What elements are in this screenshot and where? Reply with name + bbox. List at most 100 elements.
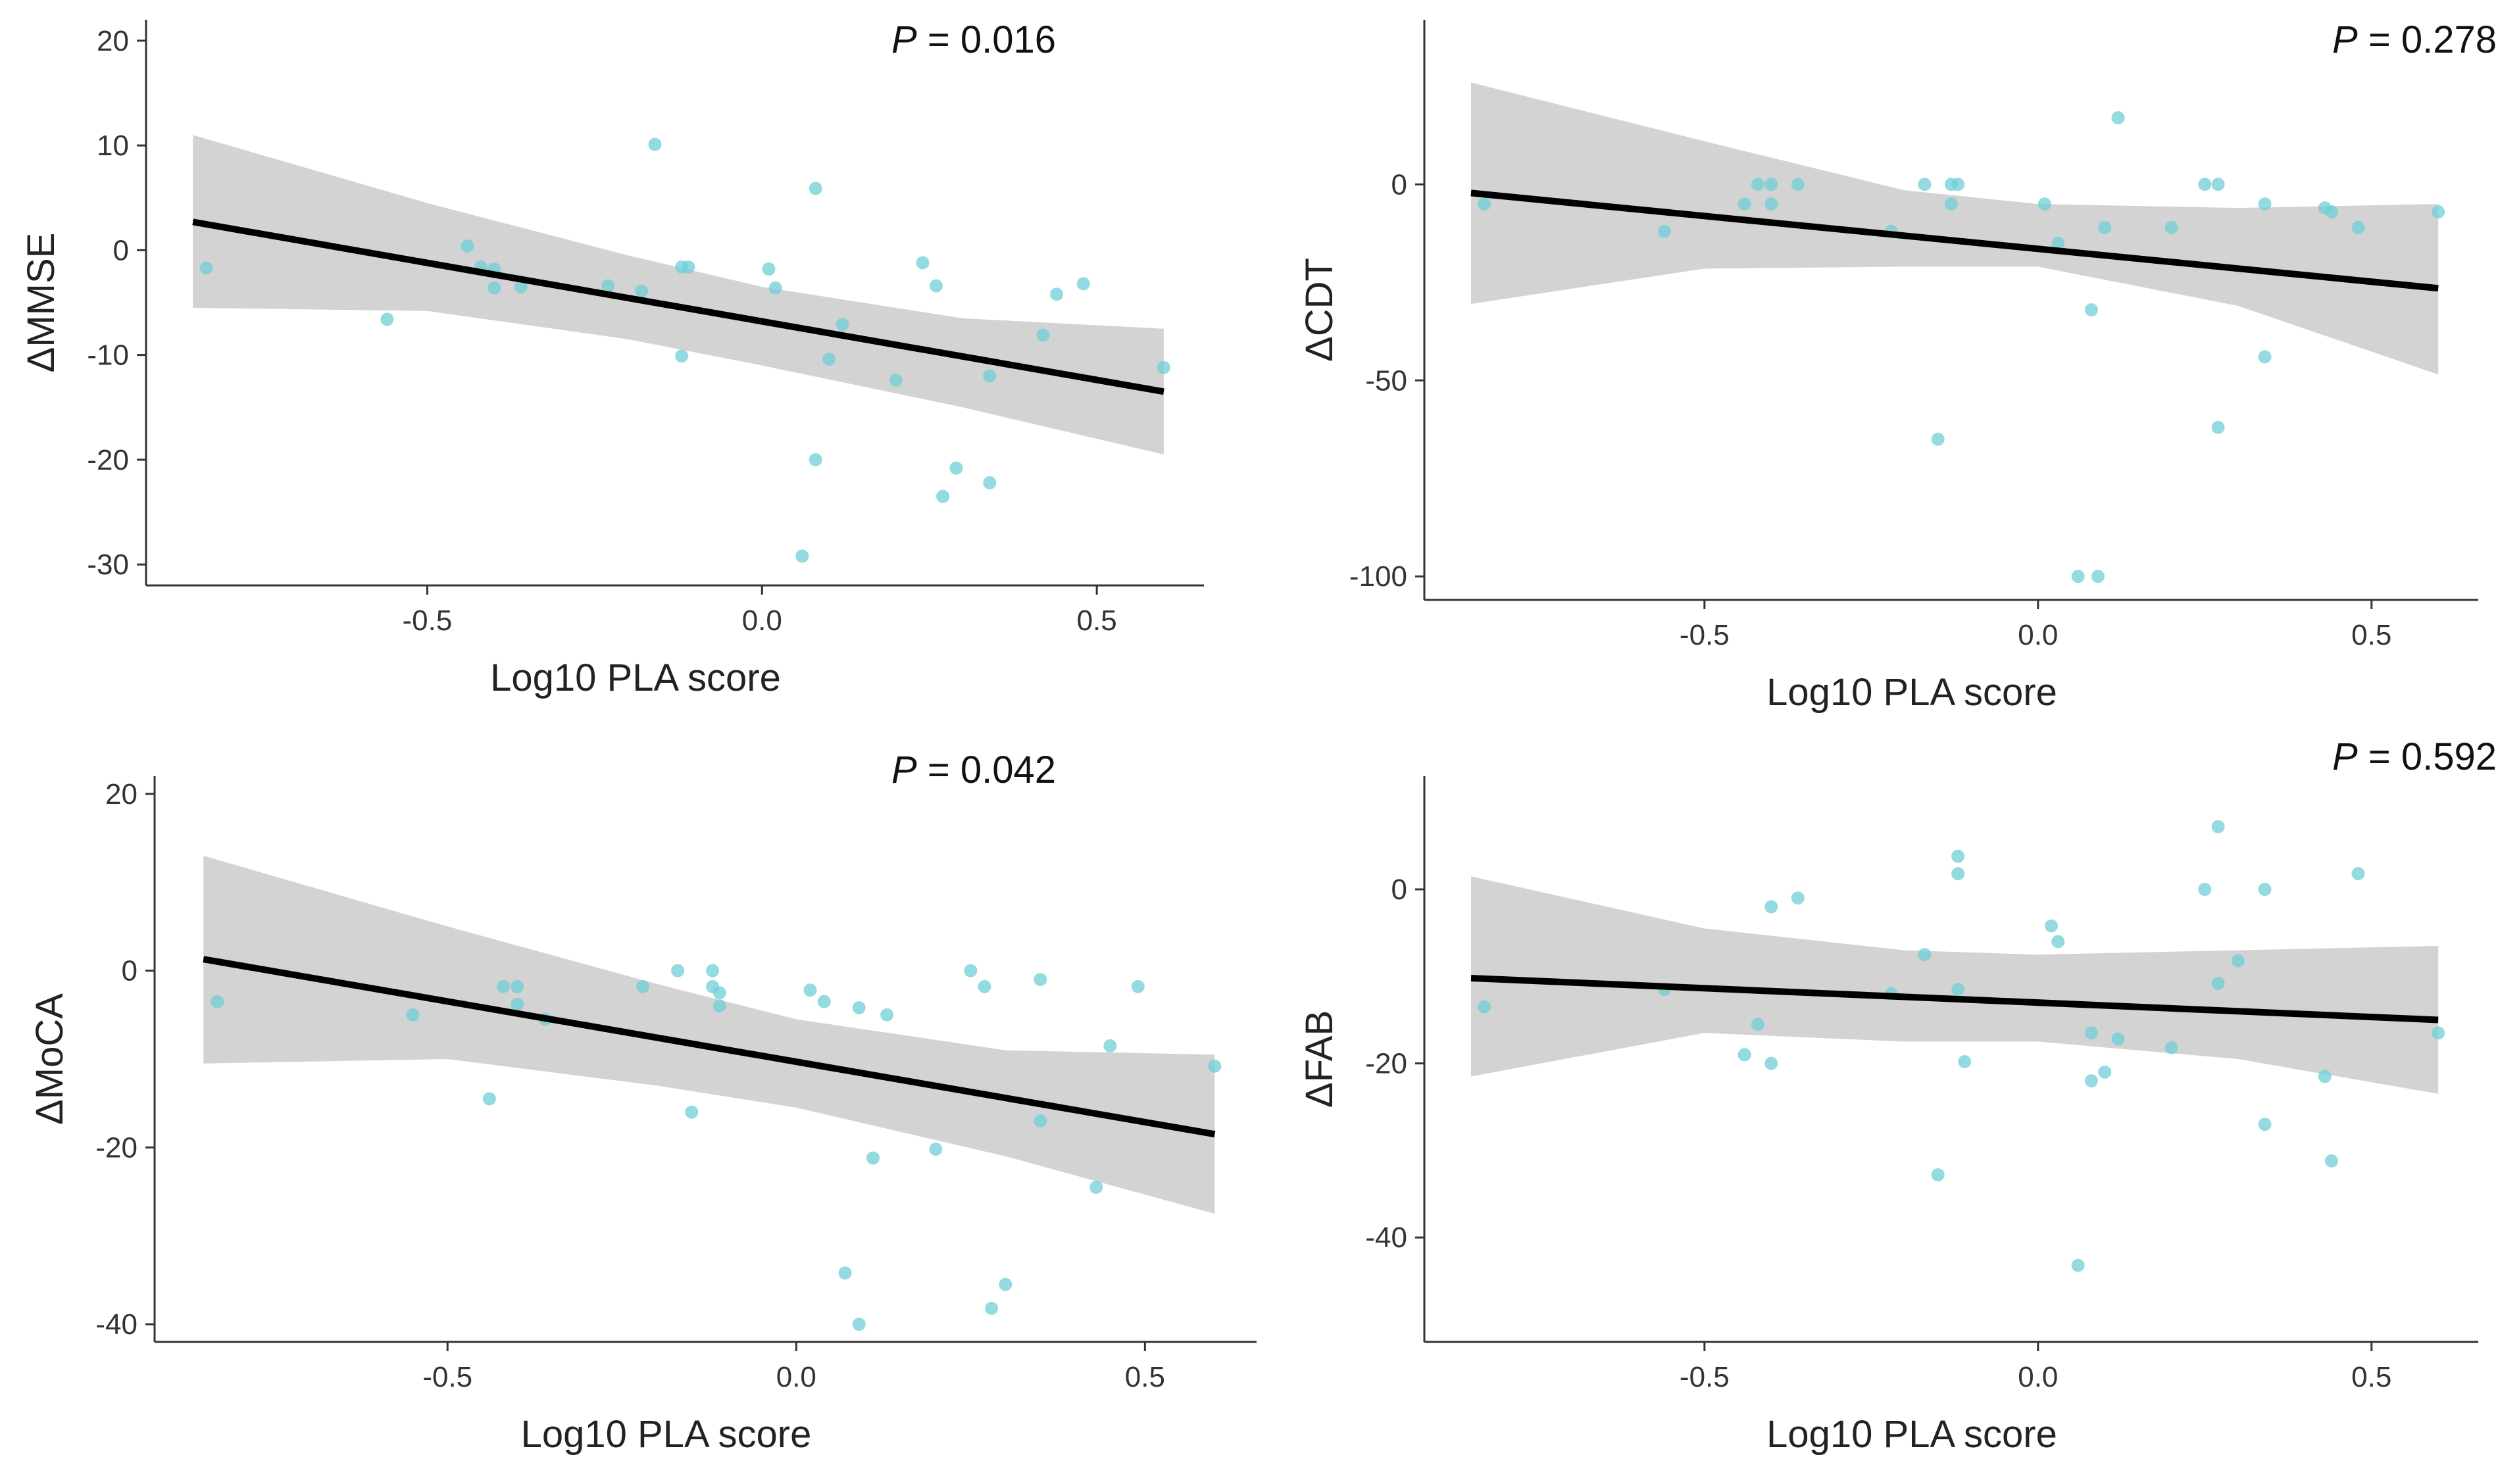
data-point-23	[929, 279, 943, 293]
x-tick-label: 0.0	[742, 605, 782, 637]
x-tick-label: -0.5	[403, 605, 453, 637]
confidence-band	[193, 135, 1164, 455]
data-point-22	[2164, 1041, 2178, 1054]
data-point-6	[487, 281, 501, 295]
data-point-28	[1036, 328, 1050, 342]
data-point-10	[648, 137, 662, 151]
confidence-band	[203, 855, 1215, 1214]
x-tick-label: 0.0	[2018, 1361, 2058, 1393]
data-point-21	[2164, 220, 2178, 234]
data-point-27	[2258, 883, 2272, 896]
data-point-25	[2211, 976, 2225, 990]
data-point-16	[817, 995, 831, 1008]
data-point-19	[2098, 220, 2112, 234]
y-axis-title: ΔMMSE	[20, 233, 62, 373]
x-axis-title: Log10 PLA score	[1766, 1413, 2057, 1456]
y-axis-title: ΔCDT	[1298, 258, 1341, 362]
data-point-3	[1737, 197, 1751, 211]
y-tick-label: 0	[1391, 874, 1407, 906]
y-tick-label: 20	[97, 25, 129, 57]
x-axis-title: Log10 PLA score	[490, 656, 781, 699]
y-tick-label: 10	[97, 130, 129, 162]
data-point-3	[1737, 1048, 1751, 1062]
data-point-9	[1918, 178, 1932, 191]
data-point-15	[2045, 919, 2059, 933]
p-symbol: P	[2332, 18, 2358, 61]
y-axis-title: ΔMoCA	[28, 993, 71, 1125]
data-point-12	[1951, 178, 1965, 191]
data-point-14	[762, 262, 776, 276]
data-point-16	[2051, 935, 2065, 949]
data-point-4	[1751, 178, 1764, 191]
data-point-22	[929, 1143, 943, 1156]
data-point-21	[2111, 1032, 2125, 1046]
x-tick-label: 0.5	[2351, 1361, 2391, 1393]
data-point-23	[2211, 178, 2225, 191]
data-point-24	[936, 489, 950, 503]
data-point-13	[1951, 983, 1965, 997]
p-symbol: P	[891, 18, 917, 61]
data-point-25	[985, 1301, 999, 1315]
data-point-11	[706, 964, 720, 977]
data-point-30	[1076, 277, 1090, 291]
data-point-25	[949, 461, 963, 475]
x-axis-title: Log10 PLA score	[521, 1413, 812, 1456]
data-point-12	[1951, 867, 1965, 881]
regression-line	[1470, 974, 2439, 1024]
data-point-19	[2084, 1074, 2098, 1088]
data-point-16	[2071, 570, 2085, 583]
data-point-3	[482, 1092, 496, 1106]
confidence-band	[1471, 82, 2439, 375]
y-tick-label: -40	[95, 1308, 137, 1341]
data-point-10	[1931, 1168, 1945, 1181]
data-point-14	[1958, 1054, 1972, 1068]
x-tick-label: -0.5	[422, 1361, 472, 1393]
data-point-22	[916, 256, 930, 270]
data-point-24	[978, 979, 991, 993]
data-point-18	[795, 549, 809, 563]
y-tick-label: 0	[1391, 168, 1407, 201]
data-point-7	[514, 280, 528, 294]
data-point-2	[380, 312, 394, 326]
data-point-28	[2258, 1118, 2272, 1131]
data-point-29	[1050, 287, 1064, 301]
data-point-30	[2324, 1154, 2338, 1168]
data-point-30	[2432, 205, 2445, 219]
y-tick-label: -20	[87, 444, 129, 476]
data-point-2	[1658, 224, 1672, 238]
data-point-24	[2211, 420, 2225, 434]
y-tick-label: -30	[87, 549, 129, 581]
data-point-31	[2351, 867, 2365, 881]
x-tick-label: 0.5	[1077, 605, 1117, 637]
x-tick-label: 0.5	[2351, 619, 2391, 651]
p-value-label: P = 0.592	[2332, 735, 2497, 778]
data-point-8	[601, 279, 615, 293]
x-tick-label: 0.0	[2018, 619, 2058, 651]
data-point-31	[1131, 979, 1145, 993]
p-symbol: P	[891, 749, 917, 791]
y-tick-label: -10	[87, 339, 129, 372]
data-point-14	[712, 999, 726, 1013]
data-point-24	[2211, 820, 2225, 833]
data-point-29	[2318, 1070, 2332, 1083]
data-point-23	[964, 964, 978, 977]
data-point-19	[852, 1001, 866, 1015]
y-tick-label: -100	[1349, 560, 1407, 593]
data-point-4	[497, 979, 511, 993]
data-point-18	[2084, 303, 2098, 316]
data-point-6	[511, 997, 524, 1011]
y-tick-label: -50	[1365, 364, 1407, 397]
data-point-4	[1751, 1018, 1764, 1031]
data-point-5	[1764, 900, 1778, 914]
data-point-21	[889, 373, 903, 387]
x-axis-title: Log10 PLA score	[1766, 671, 2057, 714]
data-point-13	[1945, 197, 1958, 211]
data-point-10	[685, 1105, 699, 1119]
data-point-7	[1791, 891, 1805, 905]
data-point-26	[2258, 350, 2272, 364]
panel-top-left: 20 10 0 -10 -20 -30 -0.5 0.0 0.5 Log10 PLA score Δ…	[20, 18, 1204, 699]
data-point-15	[2051, 236, 2065, 250]
data-point-2	[406, 1008, 420, 1022]
data-point-15	[768, 281, 782, 295]
